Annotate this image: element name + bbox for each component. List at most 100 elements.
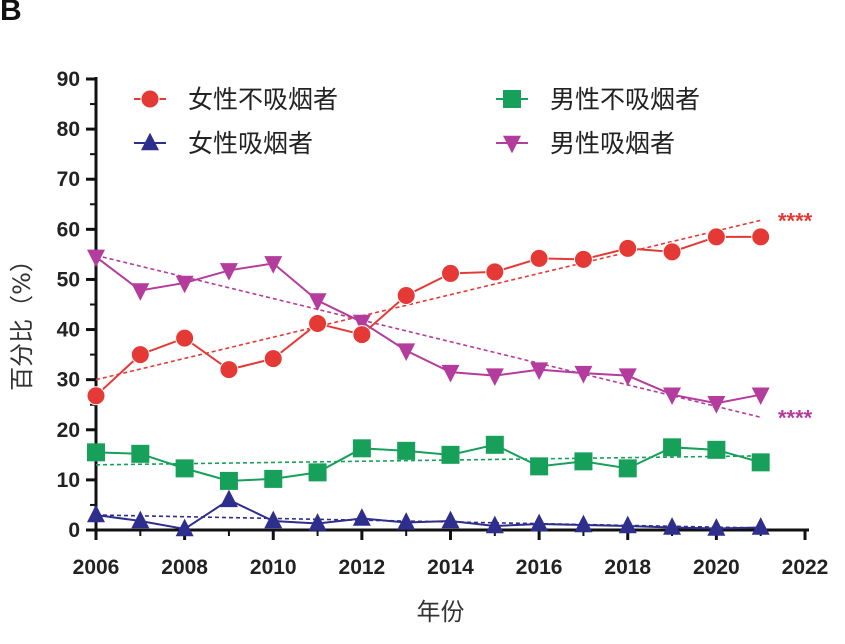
data-point bbox=[175, 328, 195, 348]
data-point bbox=[485, 262, 505, 282]
data-point bbox=[130, 345, 150, 365]
y-tick-label: 80 bbox=[57, 118, 80, 141]
series-line-0 bbox=[95, 235, 761, 397]
data-point bbox=[574, 452, 593, 471]
data-point bbox=[574, 514, 593, 533]
data-point bbox=[131, 510, 150, 529]
data-point bbox=[618, 238, 638, 258]
legend-item-3: 男性吸烟者 bbox=[496, 129, 675, 158]
data-point bbox=[397, 343, 416, 361]
data-point bbox=[618, 459, 637, 478]
data-point bbox=[663, 387, 682, 406]
data-point bbox=[530, 457, 549, 476]
data-point bbox=[219, 360, 239, 380]
data-point bbox=[175, 275, 194, 294]
legend-label: 男性吸烟者 bbox=[550, 129, 675, 158]
data-point bbox=[308, 314, 328, 334]
series-line-2 bbox=[95, 498, 761, 531]
data-point bbox=[219, 263, 238, 281]
series-1 bbox=[87, 435, 770, 490]
legend-marker bbox=[140, 89, 160, 109]
data-point bbox=[263, 349, 283, 369]
data-point bbox=[707, 440, 726, 459]
x-tick-label: 2014 bbox=[427, 556, 474, 579]
data-point bbox=[86, 386, 106, 406]
data-point bbox=[529, 248, 549, 268]
significance-label: **** bbox=[778, 405, 813, 430]
x-tick-label: 2016 bbox=[516, 556, 563, 579]
data-point bbox=[573, 249, 593, 269]
data-point bbox=[663, 517, 682, 535]
x-tick-label: 2018 bbox=[604, 556, 651, 579]
axes: 0 10 20 30 40 50 60 70 80 90 2006 2008 2010 2012 2014 2… bbox=[57, 68, 829, 579]
series-3 bbox=[87, 249, 770, 414]
data-point bbox=[751, 227, 771, 247]
data-point bbox=[264, 256, 283, 274]
data-point bbox=[530, 362, 549, 380]
data-point bbox=[219, 471, 238, 490]
series-0 bbox=[86, 227, 771, 406]
data-point bbox=[352, 508, 371, 526]
series-line-3 bbox=[95, 256, 761, 405]
y-tick-label: 0 bbox=[68, 519, 80, 542]
y-tick-label: 90 bbox=[57, 68, 80, 91]
data-point bbox=[751, 453, 770, 472]
x-tick-label: 2020 bbox=[693, 556, 740, 579]
y-tick-label: 50 bbox=[57, 268, 80, 291]
data-point bbox=[131, 283, 150, 301]
x-tick-label: 2022 bbox=[782, 556, 829, 579]
y-axis-title: 百分比（%） bbox=[8, 248, 36, 391]
data-point bbox=[308, 513, 327, 531]
y-tick-label: 60 bbox=[57, 218, 80, 241]
data-point bbox=[751, 517, 770, 535]
data-point bbox=[618, 368, 637, 387]
x-tick-label: 2006 bbox=[73, 556, 120, 579]
series-2 bbox=[87, 489, 770, 537]
data-point bbox=[175, 518, 194, 537]
data-point bbox=[87, 504, 105, 523]
legend-marker bbox=[503, 135, 521, 154]
y-tick-label: 70 bbox=[57, 168, 80, 191]
data-point bbox=[175, 459, 194, 478]
panel-label: B bbox=[0, 0, 22, 27]
data-point bbox=[219, 489, 238, 508]
data-point bbox=[264, 469, 283, 488]
data-point bbox=[706, 227, 726, 247]
trend-line-1 bbox=[95, 455, 761, 466]
y-tick-label: 20 bbox=[57, 419, 80, 442]
data-point bbox=[441, 510, 460, 529]
data-point bbox=[308, 293, 327, 311]
data-point bbox=[707, 395, 726, 414]
y-tick-label: 40 bbox=[57, 319, 80, 342]
x-tick-label: 2008 bbox=[161, 556, 208, 579]
series-line-1 bbox=[95, 443, 761, 482]
data-point bbox=[352, 314, 371, 333]
data-point bbox=[618, 515, 637, 534]
data-point bbox=[87, 443, 105, 462]
x-tick-label: 2012 bbox=[339, 556, 386, 579]
significance-label: **** bbox=[778, 208, 813, 233]
data-point bbox=[707, 518, 726, 536]
data-point bbox=[441, 263, 460, 283]
data-point bbox=[87, 249, 105, 268]
data-point bbox=[131, 444, 150, 463]
data-point bbox=[308, 463, 327, 482]
data-point bbox=[352, 439, 371, 458]
series-group bbox=[86, 227, 771, 537]
x-tick-label: 2010 bbox=[250, 556, 297, 579]
data-point bbox=[441, 445, 460, 464]
data-point bbox=[662, 242, 682, 262]
legend-item-2: 女性吸烟者 bbox=[134, 129, 313, 158]
x-axis-title: 年份 bbox=[417, 598, 465, 626]
legend-marker bbox=[141, 132, 159, 151]
legend-item-0: 女性不吸烟者 bbox=[134, 85, 338, 114]
data-point bbox=[352, 325, 372, 345]
data-point bbox=[485, 435, 504, 454]
data-point bbox=[530, 513, 549, 532]
trend-line-0 bbox=[95, 219, 761, 381]
data-point bbox=[751, 387, 770, 406]
data-point bbox=[663, 438, 682, 457]
legend-item-1: 男性不吸烟者 bbox=[496, 85, 700, 114]
